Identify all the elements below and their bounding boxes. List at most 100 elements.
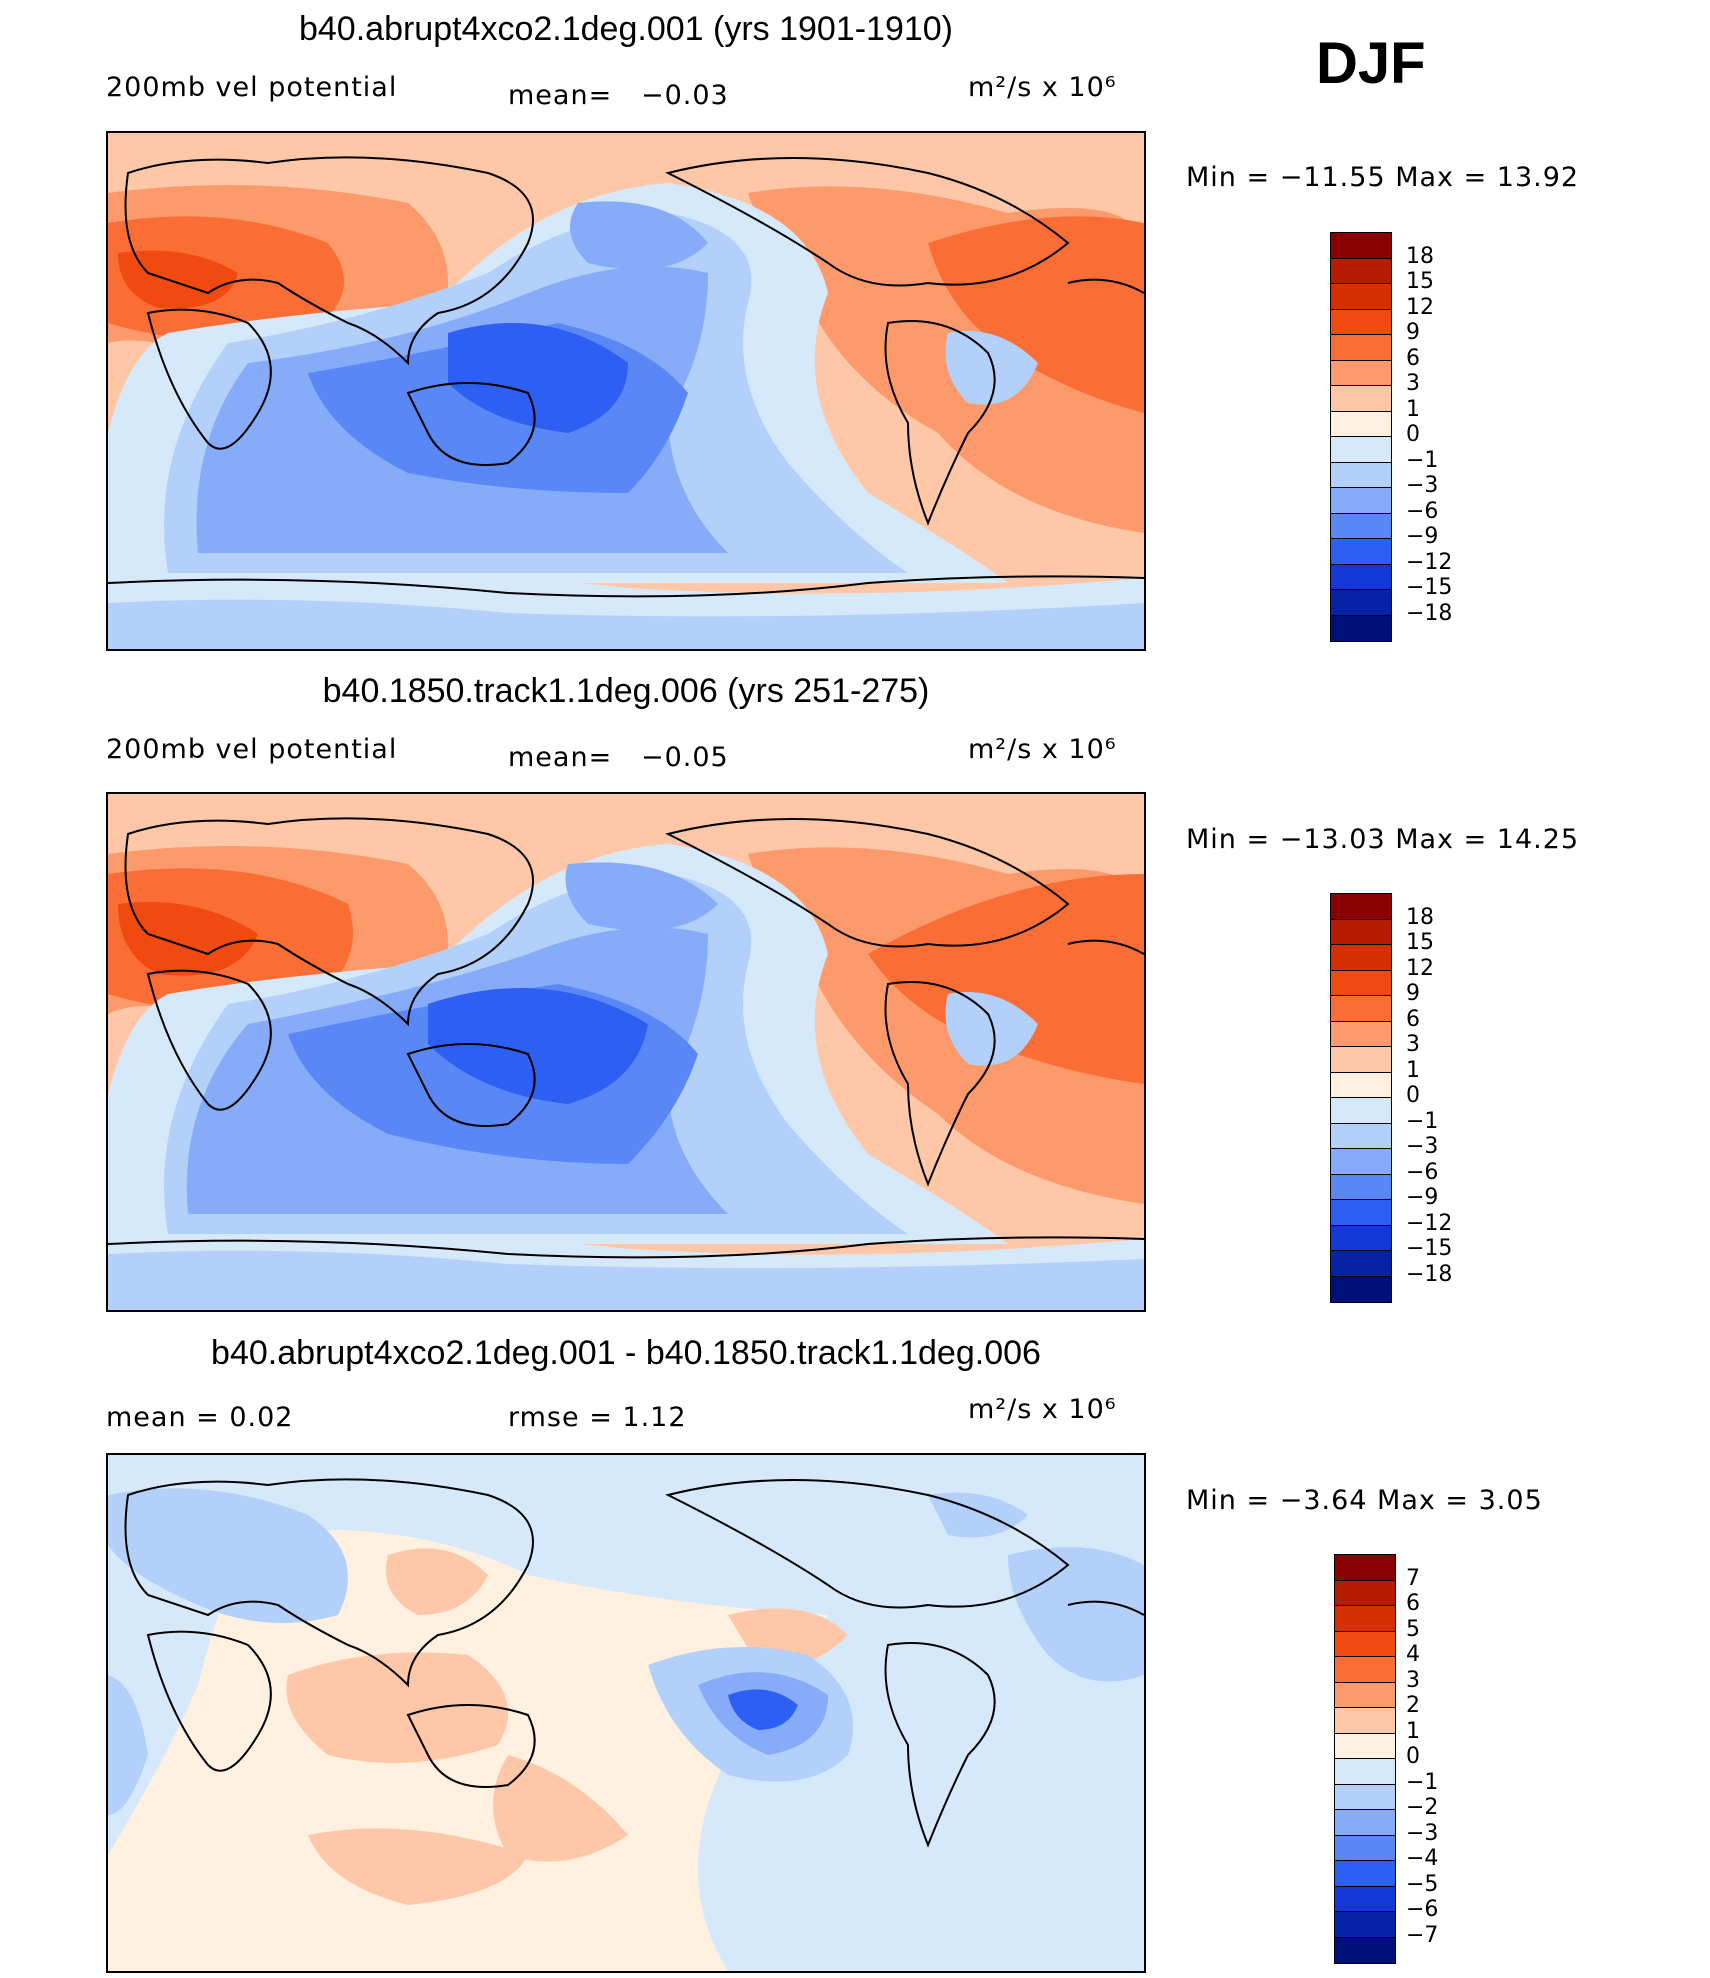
panel-3-colorbar-tick-label: 5 xyxy=(1406,1616,1420,1642)
panel-2-colorbar-bin xyxy=(1331,894,1391,920)
panel-3-mean-label: mean = 0.02 xyxy=(106,1402,294,1433)
panel-3-units: m²/s x 10⁶ xyxy=(968,1394,1117,1425)
panel-2-colorbar-bin xyxy=(1331,970,1391,996)
panel-2-title: b40.1850.track1.1deg.006 (yrs 251-275) xyxy=(322,672,930,710)
panel-2-colorbar-tick-label: 1 xyxy=(1406,1057,1420,1083)
panel-2-colorbar-bin xyxy=(1331,919,1391,945)
panel-2-colorbar-tick-label: −12 xyxy=(1406,1210,1453,1236)
panel-2-mean-label: mean= −0.05 xyxy=(508,742,729,773)
panel-3-colorbar-bin xyxy=(1335,1631,1395,1657)
panel-3-colorbar-bin xyxy=(1335,1708,1395,1734)
panel-1-colorbar-bin xyxy=(1331,488,1391,514)
panel-2-colorbar-bin xyxy=(1331,1251,1391,1277)
panel-1-colorbar-bin xyxy=(1331,284,1391,310)
panel-1-colorbar-bin xyxy=(1331,513,1391,539)
panel-3-colorbar-bin xyxy=(1335,1784,1395,1810)
panel-2-colorbar-tick-label: 18 xyxy=(1406,904,1434,930)
panel-1-mean-label: mean= −0.03 xyxy=(508,80,729,111)
panel-2-colorbar-bin xyxy=(1331,1200,1391,1226)
panel-2-minmax: Min = −13.03 Max = 14.25 xyxy=(1186,824,1580,855)
panel-2-colorbar-bin xyxy=(1331,1098,1391,1124)
panel-3-colorbar-tick-label: 3 xyxy=(1406,1667,1420,1693)
panel-1-mean-value: −0.03 xyxy=(640,80,729,111)
panel-1-colorbar-tick-label: 1 xyxy=(1406,396,1420,422)
panel-2-colorbar-tick-label: −6 xyxy=(1406,1159,1439,1185)
panel-1-colorbar-tick-label: 3 xyxy=(1406,371,1420,396)
panel-3-colorbar-labels: 7 6 5 4 3 2 1 0 −1 −2 −3 −4 −5 −6 −7 xyxy=(1406,1554,1466,1962)
panel-1-colorbar-bin xyxy=(1331,437,1391,463)
panel-3-colorbar-tick-label: −2 xyxy=(1406,1795,1439,1820)
panel-2-colorbar-bin xyxy=(1331,996,1391,1022)
panel-3-colorbar-tick-label: −3 xyxy=(1406,1820,1439,1846)
panel-1-colorbar-tick-label: −6 xyxy=(1406,498,1439,524)
panel-3-colorbar-bin xyxy=(1335,1759,1395,1785)
panel-1-colorbar-bin xyxy=(1331,564,1391,590)
panel-2-colorbar-tick-label: −15 xyxy=(1406,1236,1453,1261)
panel-2-variable-label: 200mb vel potential xyxy=(106,734,398,765)
panel-2-colorbar-bin xyxy=(1331,1174,1391,1200)
panel-3-colorbar-tick-label: −6 xyxy=(1406,1897,1439,1922)
panel-3-colorbar-bin xyxy=(1335,1835,1395,1861)
panel-3-colorbar-tick-label: −1 xyxy=(1406,1769,1439,1795)
panel-3-colorbar-tick-label: −7 xyxy=(1406,1922,1439,1948)
panel-2-colorbar-tick-label: −3 xyxy=(1406,1134,1439,1159)
panel-3-title: b40.abrupt4xco2.1deg.001 - b40.1850.trac… xyxy=(211,1334,1041,1372)
panel-1-colorbar-bin xyxy=(1331,590,1391,616)
panel-2-colorbar-bin xyxy=(1331,945,1391,971)
panel-3-colorbar-tick-label: 1 xyxy=(1406,1718,1420,1744)
panel-1-colorbar-tick-label: 15 xyxy=(1406,269,1434,294)
panel-1-colorbar-tick-label: 6 xyxy=(1406,345,1420,371)
panel-3-colorbar-tick-label: 4 xyxy=(1406,1642,1420,1667)
panel-2-colorbar-bin xyxy=(1331,1225,1391,1251)
panel-1-colorbar xyxy=(1330,232,1392,642)
panel-1-map xyxy=(106,131,1146,651)
panel-3-colorbar-bin xyxy=(1335,1912,1395,1938)
panel-3-colorbar-bin xyxy=(1335,1733,1395,1759)
panel-1-colorbar-bin xyxy=(1331,335,1391,361)
panel-2-colorbar-bin xyxy=(1331,1123,1391,1149)
panel-1-colorbar-tick-label: −15 xyxy=(1406,575,1453,600)
panel-2-colorbar-tick-label: 15 xyxy=(1406,930,1434,955)
panel-2-colorbar-tick-label: −9 xyxy=(1406,1185,1439,1210)
panel-3-colorbar-tick-label: 7 xyxy=(1406,1565,1420,1591)
panel-2-colorbar-tick-label: 3 xyxy=(1406,1032,1420,1057)
panel-2-colorbar-bin xyxy=(1331,1072,1391,1098)
panel-2-colorbar-labels: 18 15 12 9 6 3 1 0 −1 −3 −6 −9 −12 −15 −18 xyxy=(1406,893,1466,1301)
panel-1-colorbar-tick-label: −1 xyxy=(1406,447,1439,473)
panel-1-colorbar-tick-label: 9 xyxy=(1406,320,1420,345)
panel-3-colorbar-tick-label: −5 xyxy=(1406,1871,1439,1897)
panel-1-colorbar-bin xyxy=(1331,386,1391,412)
panel-3-map xyxy=(106,1453,1146,1973)
panel-2-colorbar-tick-label: 12 xyxy=(1406,955,1434,981)
panel-3-colorbar-bin xyxy=(1335,1606,1395,1632)
panel-3-minmax: Min = −3.64 Max = 3.05 xyxy=(1186,1485,1543,1516)
panel-2-colorbar-tick-label: −1 xyxy=(1406,1108,1439,1134)
panel-2-colorbar-tick-label: 9 xyxy=(1406,981,1420,1006)
panel-1-colorbar-bin xyxy=(1331,411,1391,437)
panel-1-colorbar-bin xyxy=(1331,539,1391,565)
panel-3-colorbar-bin xyxy=(1335,1657,1395,1683)
panel-2-colorbar-bin xyxy=(1331,1149,1391,1175)
panel-1-colorbar-tick-label: −18 xyxy=(1406,600,1453,626)
panel-1-title: b40.abrupt4xco2.1deg.001 (yrs 1901-1910) xyxy=(298,10,954,48)
panel-1-colorbar-bin xyxy=(1331,462,1391,488)
panel-3-colorbar-bin xyxy=(1335,1886,1395,1912)
panel-3-colorbar-tick-label: −4 xyxy=(1406,1846,1439,1871)
panel-3-colorbar-bin xyxy=(1335,1861,1395,1887)
panel-1-colorbar-tick-label: −9 xyxy=(1406,524,1439,549)
panel-3-colorbar-bin xyxy=(1335,1555,1395,1581)
panel-1-colorbar-tick-label: 12 xyxy=(1406,294,1434,320)
panel-3-colorbar-tick-label: 6 xyxy=(1406,1591,1420,1616)
panel-3-colorbar-tick-label: 0 xyxy=(1406,1744,1420,1769)
panel-1-colorbar-bin xyxy=(1331,360,1391,386)
panel-3-colorbar-tick-label: 2 xyxy=(1406,1693,1420,1718)
panel-3-rmse-label: rmse = 1.12 xyxy=(508,1402,687,1433)
panel-1-colorbar-tick-label: −3 xyxy=(1406,473,1439,498)
panel-1-colorbar-labels: 18 15 12 9 6 3 1 0 −1 −3 −6 −9 −12 −15 −18 xyxy=(1406,232,1466,640)
panel-2-colorbar-tick-label: 6 xyxy=(1406,1006,1420,1032)
panel-1-colorbar-bin xyxy=(1331,615,1391,641)
panel-1-minmax: Min = −11.55 Max = 13.92 xyxy=(1186,162,1580,193)
panel-1-colorbar-tick-label: 0 xyxy=(1406,422,1420,447)
panel-3-colorbar-bin xyxy=(1335,1810,1395,1836)
panel-3-colorbar xyxy=(1334,1554,1396,1964)
